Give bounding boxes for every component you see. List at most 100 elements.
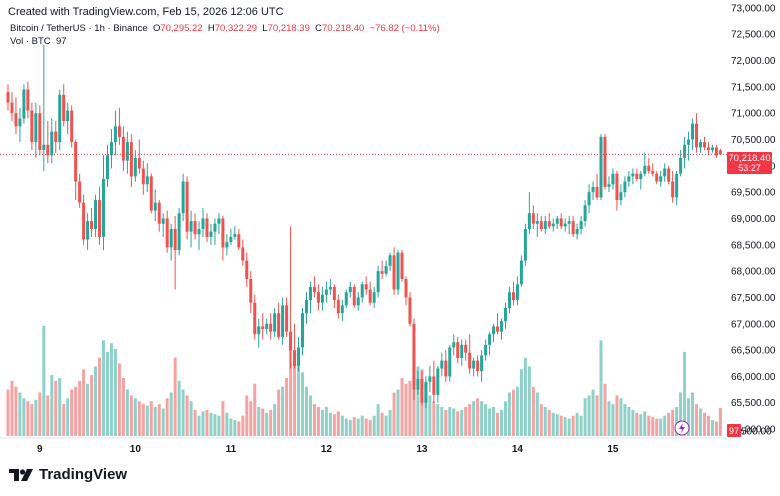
volume-bar [265, 412, 269, 436]
candle [229, 229, 233, 245]
candle-body [380, 271, 384, 274]
candle-body [257, 326, 261, 335]
brand-logo[interactable]: TradingView [8, 466, 127, 483]
candle-body [448, 347, 452, 377]
candle-body [201, 218, 205, 229]
candle-body [141, 168, 145, 185]
candle-body [706, 147, 710, 151]
candle-body [50, 131, 54, 156]
candle-body [145, 176, 149, 185]
candle-body [647, 165, 651, 172]
candle [173, 215, 177, 290]
candle-body [205, 218, 209, 237]
candle [496, 313, 500, 335]
candle [440, 352, 444, 377]
candle-body [639, 173, 643, 179]
candle [241, 239, 245, 266]
candle [213, 218, 217, 245]
time-axis[interactable]: 9 10 11 12 13 14 15 [37, 444, 619, 455]
price-tick-label: 73,000.00 [731, 3, 776, 14]
volume-bar [496, 412, 500, 436]
candle-body [312, 286, 316, 293]
candle [74, 139, 78, 201]
candle-body [245, 260, 249, 280]
candle-body [281, 305, 285, 337]
volume-bar [599, 340, 603, 436]
volume-bar [444, 409, 448, 436]
candle [98, 186, 102, 245]
candle [432, 360, 436, 403]
volume-bar [54, 380, 58, 436]
candle [30, 102, 34, 151]
candle-body [456, 342, 460, 358]
candle-body [304, 300, 308, 314]
candle [90, 207, 94, 237]
candle [38, 105, 42, 156]
candle-body [575, 229, 579, 235]
candle-body [10, 102, 14, 114]
candle-body [436, 368, 440, 395]
candle-body [627, 176, 631, 182]
candle [169, 223, 173, 261]
candle-body [133, 157, 137, 177]
candle-body [332, 286, 336, 301]
candle [551, 218, 555, 232]
candle [587, 184, 591, 214]
candle-body [444, 360, 448, 377]
candle [320, 286, 324, 311]
price-tick-label: 500.00 [741, 427, 772, 438]
volume-bar [141, 404, 145, 436]
candle-body [547, 221, 551, 227]
candle [639, 171, 643, 190]
volume-bar [428, 395, 432, 436]
volume-bar [14, 386, 18, 436]
candle [663, 163, 667, 182]
volume-bar [591, 389, 595, 436]
candle [165, 210, 169, 253]
candle [209, 223, 213, 245]
candle-body [503, 307, 507, 322]
volume-bar [332, 414, 336, 436]
candle [547, 213, 551, 229]
price-chart[interactable]: 73,000.00 72,500.00 72,000.00 71,500.00 71,0… [0, 0, 780, 462]
candle-body [265, 323, 269, 330]
lightning-icon[interactable] [674, 420, 690, 436]
volume-bar [424, 383, 428, 436]
price-axis[interactable]: 73,000.00 72,500.00 72,000.00 71,500.00 71,0… [731, 3, 776, 437]
candle-body [579, 221, 583, 229]
candle-body [336, 300, 340, 314]
candle-body [66, 110, 70, 122]
volume-bar [225, 412, 229, 436]
candle-body [46, 144, 50, 156]
candle [599, 134, 603, 201]
candle [710, 144, 714, 153]
volume-bar [651, 417, 655, 436]
candle [312, 276, 316, 298]
candle [539, 215, 543, 232]
volume-label[interactable]: Vol · BTC [10, 36, 51, 47]
volume-bars [6, 325, 722, 436]
candle [523, 223, 527, 266]
candle-body [440, 360, 444, 369]
candle [619, 184, 623, 206]
candle [157, 200, 161, 232]
volume-bar [169, 392, 173, 436]
volume-bar [432, 401, 436, 436]
candle-body [488, 334, 492, 345]
candle [62, 84, 66, 127]
volume-badge-value: 97 [729, 426, 739, 436]
candle-body [460, 344, 464, 358]
candle-body [587, 192, 591, 206]
symbol-label[interactable]: Bitcoin / TetherUS · 1h · Binance [10, 23, 148, 34]
volume-bar [340, 415, 344, 436]
candle-body [619, 192, 623, 201]
candle [635, 168, 639, 182]
candle-body [273, 313, 277, 332]
candle [277, 302, 281, 340]
candle-body [301, 313, 305, 348]
candle-body [42, 144, 46, 151]
volume-bar [66, 398, 70, 436]
candle-body [400, 252, 404, 280]
volume-bar [559, 415, 563, 436]
candle-body [523, 229, 527, 261]
